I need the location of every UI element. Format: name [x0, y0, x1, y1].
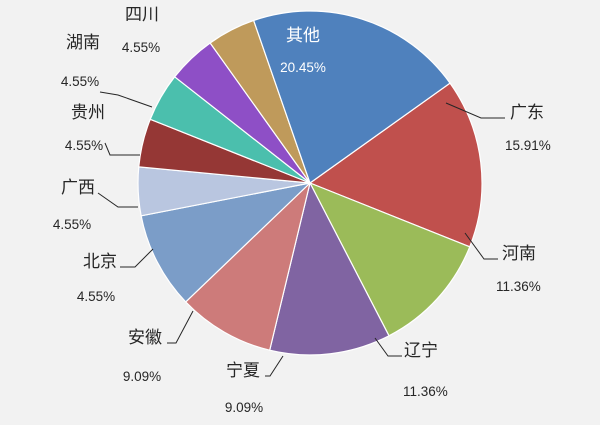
- leader-line-5: [167, 310, 194, 344]
- slice-percent-label: 20.45%: [280, 60, 326, 75]
- slice-name-label: 湖南: [66, 33, 100, 53]
- slice-name-label: 四川: [125, 5, 159, 25]
- slice-percent-label: 4.55%: [122, 40, 160, 55]
- slice-name-label: 辽宁: [404, 341, 438, 361]
- leader-lines: [97, 91, 505, 377]
- leader-line-1: [445, 102, 505, 119]
- pie-slice-5: [140, 182, 312, 303]
- slice-percent-label: 4.55%: [61, 74, 99, 89]
- leader-line-6: [120, 248, 154, 268]
- pie-slice-1: [308, 82, 483, 248]
- slice-name-label: 宁夏: [226, 361, 260, 381]
- slice-name-label: 广东: [510, 103, 544, 123]
- pie-slice-3: [268, 181, 390, 356]
- slice-name-label: 河南: [502, 244, 536, 264]
- leader-line-3: [374, 337, 402, 357]
- slice-percent-label: 9.09%: [123, 369, 161, 384]
- pie-slice-4: [184, 181, 312, 351]
- leader-line-7: [97, 192, 138, 208]
- slice-percent-label: 11.36%: [496, 279, 541, 294]
- slice-name-label: 广西: [61, 178, 95, 198]
- slice-percent-label: 9.09%: [225, 400, 263, 415]
- slice-name-label: 其他: [286, 26, 320, 46]
- slice-percent-label: 15.91%: [505, 138, 551, 153]
- leader-line-2: [464, 232, 498, 260]
- slice-percent-label: 4.55%: [53, 217, 91, 232]
- slice-name-label: 贵州: [71, 103, 105, 123]
- pie-slice-11: [252, 10, 451, 184]
- leader-line-8: [104, 142, 140, 156]
- pie-slice-2: [308, 181, 471, 337]
- leader-line-9: [99, 91, 153, 108]
- slice-name-label: 安徽: [128, 328, 162, 348]
- slice-labels: 广东 15.91% 河南 11.36% 辽宁 11.36% 宁夏 9.09% 安徽 9.09% 北京…: [53, 5, 551, 415]
- pie-slices: [137, 10, 483, 356]
- slice-percent-label: 4.55%: [77, 289, 115, 304]
- leader-line-4: [265, 355, 284, 377]
- slice-percent-label: 11.36%: [403, 384, 448, 399]
- slice-percent-label: 4.55%: [65, 138, 103, 153]
- slice-name-label: 北京: [83, 252, 117, 272]
